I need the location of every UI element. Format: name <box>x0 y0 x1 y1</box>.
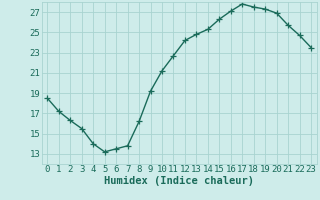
X-axis label: Humidex (Indice chaleur): Humidex (Indice chaleur) <box>104 176 254 186</box>
